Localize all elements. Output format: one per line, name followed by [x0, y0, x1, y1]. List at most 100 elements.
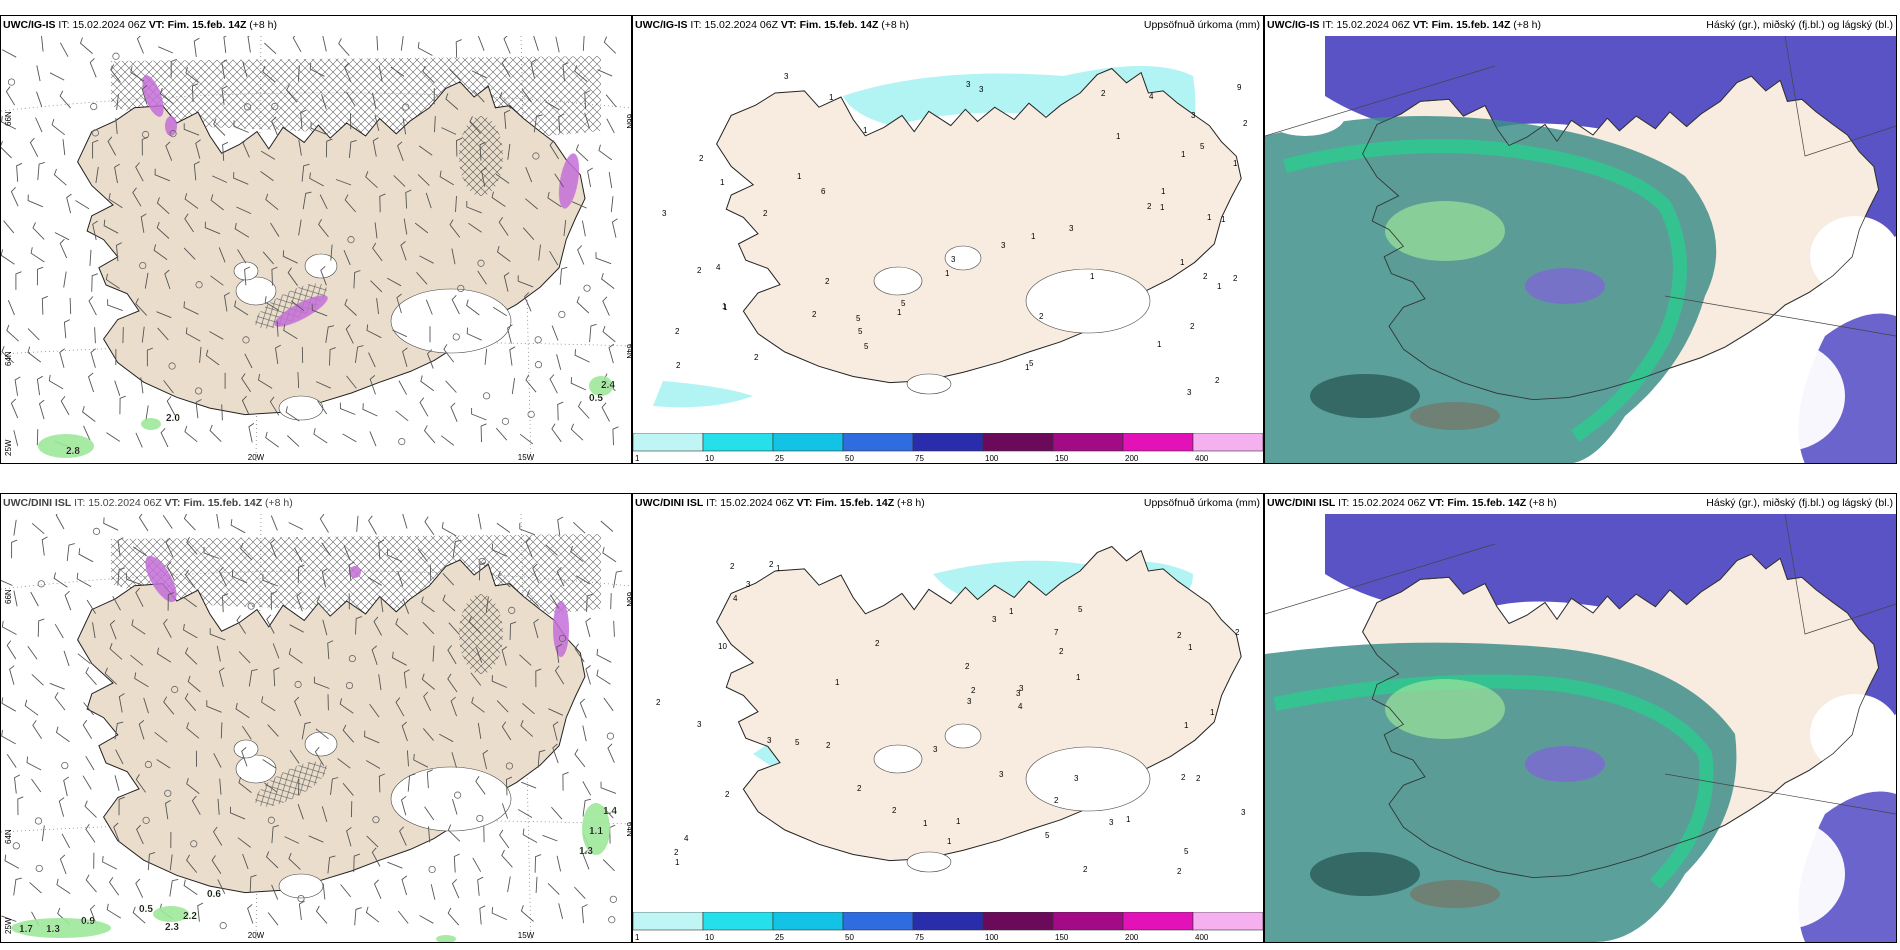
precip-value: 4	[1018, 702, 1023, 711]
wind-barb	[135, 878, 144, 898]
wind-barb	[495, 427, 508, 441]
wind-barb	[263, 42, 277, 55]
wind-barb	[218, 566, 227, 587]
wind-barb	[154, 168, 171, 182]
precip-value: 2	[1054, 796, 1059, 805]
wind-barb	[584, 90, 591, 110]
wind-barb	[501, 849, 513, 868]
wind-barb	[395, 697, 405, 717]
wind-barb	[183, 514, 196, 531]
wind-barb	[477, 270, 487, 285]
wind-barb	[582, 850, 590, 870]
wind-barb	[589, 323, 597, 343]
wind-barb	[413, 753, 429, 768]
precip-value: 2	[1083, 865, 1088, 874]
vt-value: Fim. 15.feb. 14Z	[167, 19, 247, 31]
wind-barb	[135, 162, 144, 182]
wind-barb	[184, 213, 194, 233]
precip-value: 3	[662, 209, 667, 218]
precip-value: 1	[1160, 203, 1165, 212]
wind-barb	[36, 65, 41, 82]
glacier	[390, 288, 512, 354]
wind-barb	[613, 620, 615, 637]
wind-barb	[471, 70, 487, 79]
wind-barb	[221, 85, 228, 105]
wind-barb	[603, 36, 617, 54]
wind-barb	[425, 299, 433, 315]
lead-time: (+8 h)	[265, 497, 293, 509]
wind-barb	[455, 195, 457, 213]
wind-barb	[1, 49, 17, 58]
precip-value: 3	[979, 85, 984, 94]
precip-value: 1.3	[46, 924, 60, 935]
calm-circle	[478, 557, 486, 566]
colorbar-swatch	[633, 912, 704, 931]
wind-barb	[53, 168, 67, 186]
wind-barb	[530, 59, 537, 79]
wind-barb	[584, 112, 590, 129]
wind-barb	[59, 238, 68, 259]
wind-barb	[140, 377, 144, 394]
precip-value: 2	[730, 562, 735, 571]
wind-map: 1.41.1 1.3 0.6 0.5 2.2 0.9 2.3 1.3 1.7 66N 66N 64N 6…	[1, 514, 631, 942]
wind-barb	[236, 206, 252, 215]
glacier	[1025, 746, 1151, 812]
wind-barb	[41, 536, 48, 556]
colorbar-swatch	[772, 912, 844, 931]
wind-barb	[322, 36, 327, 52]
wind-barb	[294, 696, 302, 717]
clear-area	[1810, 694, 1896, 774]
precip-value: 2.3	[165, 922, 179, 933]
wind-barb	[54, 232, 70, 241]
clear-area	[1725, 819, 1845, 929]
wind-barb	[611, 218, 618, 238]
wind-barb	[241, 747, 248, 767]
wind-barb	[6, 324, 20, 342]
wind-barb	[108, 876, 120, 896]
colorbar-tick: 25	[775, 933, 784, 942]
wind-barb	[469, 116, 482, 134]
wind-barb	[601, 272, 615, 289]
wind-barb	[316, 596, 329, 614]
wind-barb	[596, 669, 611, 685]
calm-circle	[168, 362, 176, 370]
calm-circle	[428, 865, 436, 874]
colorbar-swatch	[982, 433, 1054, 452]
wind-barb	[477, 722, 482, 739]
wind-barb	[386, 548, 403, 563]
wind-barb	[311, 304, 328, 317]
wind-barb	[582, 798, 592, 817]
wind-barb	[206, 700, 222, 713]
colorbar-tick: 400	[1195, 933, 1209, 942]
wind-barb	[401, 721, 408, 742]
wind-barb	[398, 380, 407, 395]
wind-barb	[146, 347, 154, 367]
wind-barb	[54, 692, 66, 711]
wind-barb	[400, 36, 404, 51]
wind-barb	[82, 719, 92, 739]
wind-barb	[449, 68, 462, 81]
wind-barb	[113, 822, 120, 843]
wind-barb	[273, 667, 280, 687]
calm-circle	[294, 680, 302, 689]
wind-barb	[395, 410, 409, 422]
lon-label: 25W	[4, 439, 13, 456]
precip-value: 1.3	[579, 846, 593, 857]
wind-barb	[308, 835, 324, 843]
wind-barb	[219, 778, 222, 795]
calm-circle	[558, 634, 567, 642]
wind-barb	[452, 798, 458, 815]
wind-barb	[218, 667, 225, 687]
precip-value: 5	[1078, 605, 1083, 614]
precip-value: 2	[1181, 773, 1186, 782]
wind-barb	[480, 167, 487, 187]
wind-barb	[471, 408, 487, 421]
panel-header: UWC/DINI ISL IT: 15.02.2024 06Z VT: Fim.…	[633, 494, 1263, 514]
wind-barb	[76, 572, 92, 587]
wind-barb	[562, 62, 569, 82]
wind-barb	[586, 593, 594, 613]
precip-value: 2.0	[166, 413, 180, 424]
wind-barb	[271, 824, 279, 844]
wind-barb	[84, 800, 97, 818]
wind-barb	[319, 194, 328, 210]
